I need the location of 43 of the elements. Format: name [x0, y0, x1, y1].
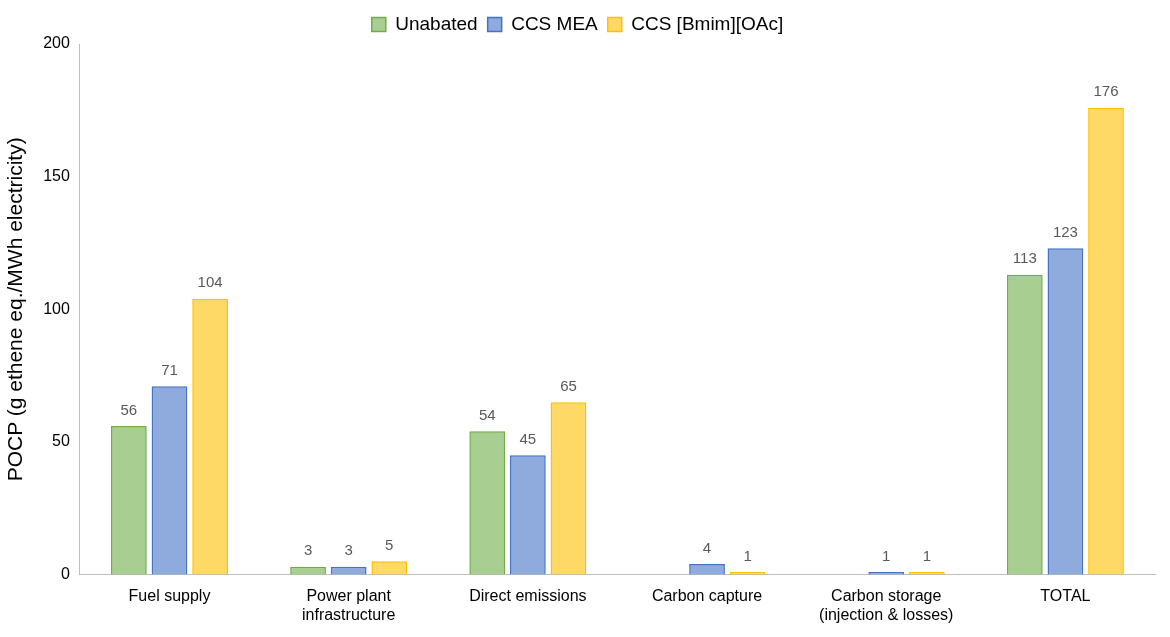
bar	[550, 402, 587, 575]
data-label: 1	[743, 546, 752, 564]
legend-label: Unabated	[395, 12, 478, 34]
data-label: 3	[344, 541, 353, 559]
bar	[469, 431, 506, 575]
legend-label: CCS [Bmim][OAc]	[631, 12, 784, 34]
data-label: 5	[385, 535, 394, 553]
x-tick-label: Power plant infrastructure	[301, 586, 396, 623]
data-label: 176	[1093, 82, 1119, 100]
bar	[1006, 274, 1043, 575]
data-label: 1	[922, 546, 932, 564]
y-tick-label: 150	[43, 167, 70, 185]
x-tick-label: Carbon storage (injection & losses)	[819, 586, 954, 623]
data-label: 104	[197, 273, 223, 291]
data-label: 123	[1052, 222, 1078, 240]
bar	[330, 566, 367, 575]
data-label: 113	[1012, 249, 1037, 267]
bar	[371, 561, 408, 575]
y-tick-label: 100	[43, 299, 70, 317]
x-tick-label: Fuel supply	[128, 586, 211, 604]
bar	[151, 386, 188, 575]
data-label: 54	[478, 405, 496, 423]
data-label: 1	[882, 546, 891, 564]
x-tick-label: Carbon capture	[651, 586, 763, 604]
y-tick-label: 200	[43, 34, 70, 52]
bar	[290, 566, 326, 575]
data-label: 45	[519, 429, 537, 447]
data-label: 65	[560, 376, 577, 394]
x-tick-label: Direct emissions	[469, 586, 587, 604]
bar	[509, 455, 546, 575]
data-label: 71	[161, 360, 178, 378]
data-label: 3	[303, 541, 313, 559]
data-label: 4	[702, 538, 712, 556]
y-tick-label: 50	[52, 432, 70, 450]
bar	[192, 298, 228, 575]
legend-label: CCS MEA	[511, 12, 599, 34]
data-label: 56	[120, 400, 138, 418]
x-tick-label: TOTAL	[1040, 586, 1091, 604]
bar	[111, 426, 147, 575]
bar	[689, 563, 725, 575]
y-axis-title: POCP (g ethene eq./MWh electricity)	[3, 137, 27, 482]
bar	[1047, 248, 1084, 575]
y-tick-label: 0	[60, 565, 70, 583]
